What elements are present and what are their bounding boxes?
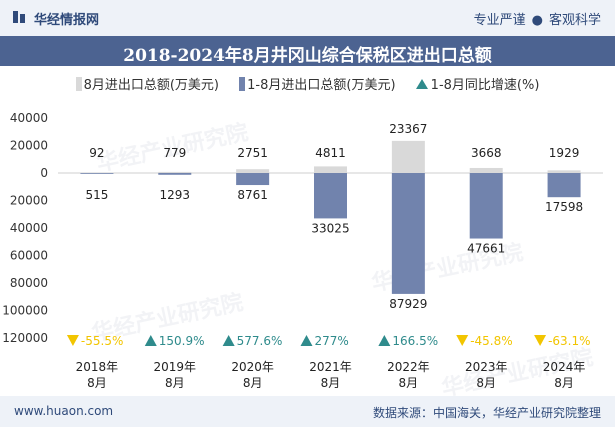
growth-label: 150.9% [159, 334, 205, 348]
legend-swatch-monthly [75, 76, 82, 91]
x-tick-label: 8月 [476, 376, 496, 390]
data-label-cumulative: 47661 [467, 242, 505, 256]
data-label-cumulative: 515 [85, 188, 108, 202]
x-tick-label: 8月 [243, 376, 263, 390]
x-tick-label: 2023年 [465, 360, 508, 374]
bar-monthly [158, 171, 192, 173]
x-tick-label: 2020年 [231, 360, 274, 374]
data-label-cumulative: 17598 [545, 200, 583, 214]
growth-up-icon [222, 335, 235, 346]
growth-up-icon [378, 335, 391, 346]
bar-cumulative [469, 173, 503, 239]
x-tick-label: 8月 [87, 376, 107, 390]
data-label-monthly: 23367 [389, 122, 427, 136]
tag-objective: 客观科学 [548, 13, 601, 28]
y-tick-label: 80000 [10, 276, 48, 290]
x-tick-label: 8月 [165, 376, 185, 390]
bar-cumulative [547, 173, 581, 198]
bar-cumulative [314, 173, 347, 219]
top-bar: 华经情报网 专业严谨 ● 客观科学 [0, 0, 615, 36]
logo-text: 华经情报网 [34, 13, 100, 28]
data-label-cumulative: 33025 [311, 221, 349, 235]
y-tick-label: 40000 [10, 221, 48, 235]
bar-monthly [236, 169, 270, 173]
x-tick-label: 8月 [554, 376, 574, 390]
growth-up-icon [300, 335, 313, 346]
data-label-cumulative: 1293 [160, 188, 191, 202]
legend-triangle-icon [415, 78, 428, 89]
legend-item-cumulative: 1-8月进出口总额(万美元) [239, 74, 396, 93]
x-tick-label: 2018年 [76, 360, 119, 374]
growth-label: -55.5% [81, 334, 123, 348]
y-tick-label: 40000 [10, 111, 48, 125]
legend-label-monthly: 8月进出口总额(万美元) [83, 78, 219, 93]
data-label-monthly: 3668 [471, 146, 502, 160]
x-tick-label: 8月 [399, 376, 419, 390]
x-tick-label: 2022年 [387, 360, 430, 374]
data-source: 数据来源：中国海关，华经产业研究院整理 [372, 406, 601, 420]
legend-swatch-cumulative [239, 76, 246, 91]
bar-cumulative [236, 173, 270, 186]
x-tick-label: 2019年 [154, 360, 197, 374]
bar-monthly [547, 170, 581, 173]
growth-down-icon [534, 335, 547, 346]
legend-item-monthly: 8月进出口总额(万美元) [75, 74, 219, 93]
y-tick-label: 60000 [10, 249, 48, 263]
legend-label-cumulative: 1-8月进出口总额(万美元) [247, 78, 396, 93]
y-tick-label: 20000 [10, 194, 48, 208]
growth-label: 577.6% [237, 334, 283, 348]
legend-label-growth: 1-8月同比增速(%) [430, 78, 540, 93]
x-tick-label: 2024年 [543, 360, 586, 374]
growth-down-icon [66, 335, 79, 346]
growth-label: -63.1% [548, 334, 590, 348]
growth-label: 166.5% [392, 334, 438, 348]
bar-cumulative [158, 173, 192, 175]
data-label-monthly: 2751 [237, 146, 268, 160]
data-label-cumulative: 8761 [237, 188, 268, 202]
bar-monthly [314, 166, 347, 173]
chart-plot: 40000 20000 0 20000 40000 60000 80000 100000 120… [2, 111, 603, 390]
tagline: 专业严谨 ● 客观科学 [474, 9, 601, 28]
y-tick-label: 0 [40, 166, 48, 180]
chart-title: 2018-2024年8月井冈山综合保税区进出口总额 [123, 46, 492, 66]
y-tick-label: 100000 [2, 304, 48, 318]
x-tick-label: 2021年 [309, 360, 352, 374]
legend-item-growth: 1-8月同比增速(%) [415, 74, 540, 93]
separator-dot-icon: ● [531, 13, 543, 28]
data-label-monthly: 4811 [315, 146, 346, 160]
title-bar: 2018-2024年8月井冈山综合保税区进出口总额 [0, 36, 615, 66]
growth-label: 277% [315, 334, 349, 348]
tag-professional: 专业严谨 [473, 13, 526, 28]
data-label-monthly: 779 [163, 146, 186, 160]
data-label-monthly: 1929 [549, 146, 580, 160]
growth-down-icon [456, 335, 469, 346]
bar-cumulative [391, 173, 425, 294]
growth-label: -45.8% [470, 334, 512, 348]
footer: www.huaon.com 数据来源：中国海关，华经产业研究院整理 [0, 396, 615, 427]
growth-up-icon [144, 335, 157, 346]
bar-monthly [469, 167, 503, 173]
legend: 8月进出口总额(万美元) 1-8月进出口总额(万美元) 1-8月同比增速(%) [0, 74, 615, 93]
bar-monthly [391, 140, 425, 173]
data-label-cumulative: 87929 [389, 297, 427, 311]
bar-cumulative [80, 173, 114, 174]
x-tick-label: 8月 [321, 376, 341, 390]
y-tick-label: 120000 [2, 331, 48, 345]
y-tick-label: 20000 [10, 139, 48, 153]
data-label-monthly: 92 [89, 146, 104, 160]
bar-logo-icon [13, 11, 25, 23]
website-link[interactable]: www.huaon.com [14, 404, 114, 418]
